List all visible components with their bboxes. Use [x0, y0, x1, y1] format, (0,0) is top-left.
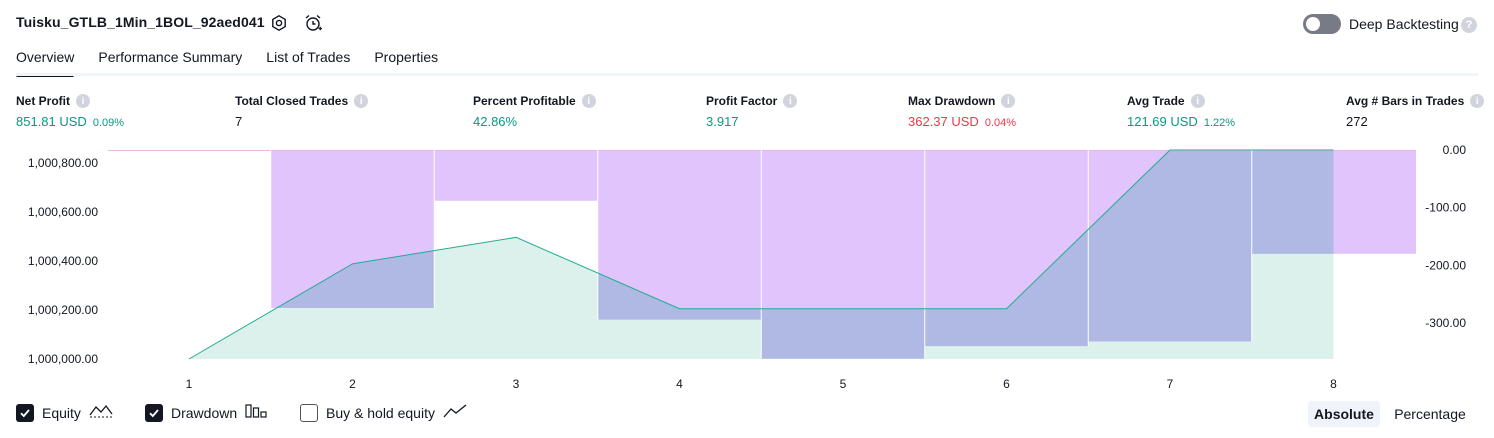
- metric-value: 7: [235, 114, 243, 129]
- x-axis-tick-label: 7: [1167, 377, 1174, 391]
- tab-list-of-trades[interactable]: List of Trades: [266, 49, 351, 65]
- tab-overview[interactable]: Overview: [16, 46, 75, 77]
- info-icon[interactable]: i: [354, 94, 369, 108]
- drawdown-bars-icon: [245, 403, 267, 422]
- drawdown-overlap: [1088, 150, 1252, 342]
- deep-backtesting-toggle[interactable]: [1303, 14, 1341, 34]
- legend-equity[interactable]: Equity: [16, 403, 113, 422]
- x-axis-tick-label: 2: [349, 377, 356, 391]
- metric-percent: 1.22%: [1203, 117, 1236, 129]
- metric-percent-profitable: Percent Profitable i 42.86%: [473, 94, 596, 129]
- buy-hold-checkbox[interactable]: [300, 403, 318, 422]
- right-axis-tick-label: -100.00: [1425, 201, 1466, 215]
- metric-value: 362.37 USD: [908, 114, 979, 129]
- metric-percent: 0.09%: [92, 117, 125, 129]
- drawdown-bar: [434, 150, 598, 201]
- right-axis-tick-label: 0.00: [1443, 143, 1467, 157]
- buy-hold-label: Buy & hold equity: [326, 404, 435, 421]
- report-tabs: Overview Performance Summary List of Tra…: [16, 46, 462, 77]
- legend-buy-hold-equity[interactable]: Buy & hold equity: [300, 403, 467, 422]
- tab-performance-summary[interactable]: Performance Summary: [98, 49, 243, 65]
- help-icon[interactable]: ?: [1461, 17, 1477, 33]
- metric-label: Net Profit: [16, 94, 70, 108]
- equity-checkbox[interactable]: [16, 403, 34, 422]
- alarm-add-icon[interactable]: [303, 13, 323, 33]
- tabs-divider: [16, 73, 1478, 76]
- metric-label: Percent Profitable: [473, 94, 576, 108]
- info-icon[interactable]: i: [1470, 94, 1485, 108]
- metric-value: 121.69 USD: [1127, 114, 1198, 129]
- strategy-title: Tuisku_GTLB_1Min_1BOL_92aed041: [16, 14, 265, 30]
- deep-backtesting-label: Deep Backtesting: [1349, 16, 1459, 32]
- right-axis-tick-label: -200.00: [1425, 258, 1466, 272]
- metric-label: Avg # Bars in Trades: [1346, 94, 1465, 108]
- info-icon[interactable]: i: [76, 94, 90, 108]
- info-icon[interactable]: i: [1001, 94, 1016, 108]
- equity-drawdown-chart[interactable]: 1,000,000.00 1,000,200.00 1,000,400.00 1,00…: [0, 140, 1494, 396]
- metric-total-closed-trades: Total Closed Trades i 7: [235, 94, 369, 129]
- metric-value: 42.86%: [473, 114, 518, 129]
- drawdown-overlap: [597, 273, 762, 320]
- x-axis-tick-label: 4: [676, 377, 683, 391]
- absolute-button[interactable]: Absolute: [1308, 401, 1380, 427]
- left-axis-tick-label: 1,000,600.00: [28, 205, 98, 219]
- info-icon[interactable]: i: [1190, 94, 1205, 108]
- metric-value: 3.917: [706, 114, 739, 129]
- metric-label: Profit Factor: [706, 94, 778, 108]
- x-axis-tick-label: 5: [840, 377, 847, 391]
- toggle-knob: [1306, 17, 1320, 31]
- drawdown-overlap: [270, 250, 435, 309]
- left-axis-tick-label: 1,000,800.00: [28, 156, 98, 170]
- metric-max-drawdown: Max Drawdown i 362.37 USD 0.04%: [908, 94, 1016, 129]
- tab-properties[interactable]: Properties: [374, 49, 439, 65]
- info-icon[interactable]: i: [783, 94, 798, 108]
- metric-value: 851.81 USD: [16, 114, 87, 129]
- metric-value: 272: [1346, 114, 1368, 129]
- info-icon[interactable]: i: [581, 94, 596, 108]
- metric-label: Max Drawdown: [908, 94, 996, 108]
- buy-hold-line-icon: [443, 403, 467, 422]
- drawdown-label: Drawdown: [171, 404, 238, 421]
- left-axis-tick-label: 1,000,400.00: [28, 254, 98, 268]
- x-axis-tick-label: 8: [1330, 377, 1337, 391]
- metric-avg-bars-in-trades: Avg # Bars in Trades i 272: [1346, 94, 1485, 129]
- metric-label: Total Closed Trades: [235, 94, 349, 108]
- metric-percent: 0.04%: [984, 117, 1017, 129]
- metric-net-profit: Net Profit i 851.81 USD 0.09%: [16, 94, 124, 129]
- drawdown-overlap: [1251, 150, 1334, 254]
- left-axis-tick-label: 1,000,000.00: [28, 352, 98, 366]
- legend-drawdown[interactable]: Drawdown: [145, 403, 267, 422]
- x-axis-tick-label: 6: [1003, 377, 1010, 391]
- drawdown-checkbox[interactable]: [145, 403, 163, 422]
- x-axis-tick-label: 1: [186, 377, 193, 391]
- metric-label: Avg Trade: [1127, 94, 1185, 108]
- metric-profit-factor: Profit Factor i 3.917: [706, 94, 798, 129]
- equity-label: Equity: [42, 404, 81, 421]
- left-axis-tick-label: 1,000,200.00: [28, 303, 98, 317]
- percentage-button[interactable]: Percentage: [1394, 406, 1466, 422]
- x-axis-tick-label: 3: [513, 377, 520, 391]
- right-axis-tick-label: -300.00: [1425, 316, 1466, 330]
- metric-avg-trade: Avg Trade i 121.69 USD 1.22%: [1127, 94, 1235, 129]
- equity-line: [188, 149, 1334, 360]
- drawdown-overlap: [761, 308, 925, 359]
- drawdown-overlap: [924, 229, 1089, 347]
- equity-line-icon: [89, 403, 113, 422]
- settings-icon[interactable]: [269, 13, 289, 33]
